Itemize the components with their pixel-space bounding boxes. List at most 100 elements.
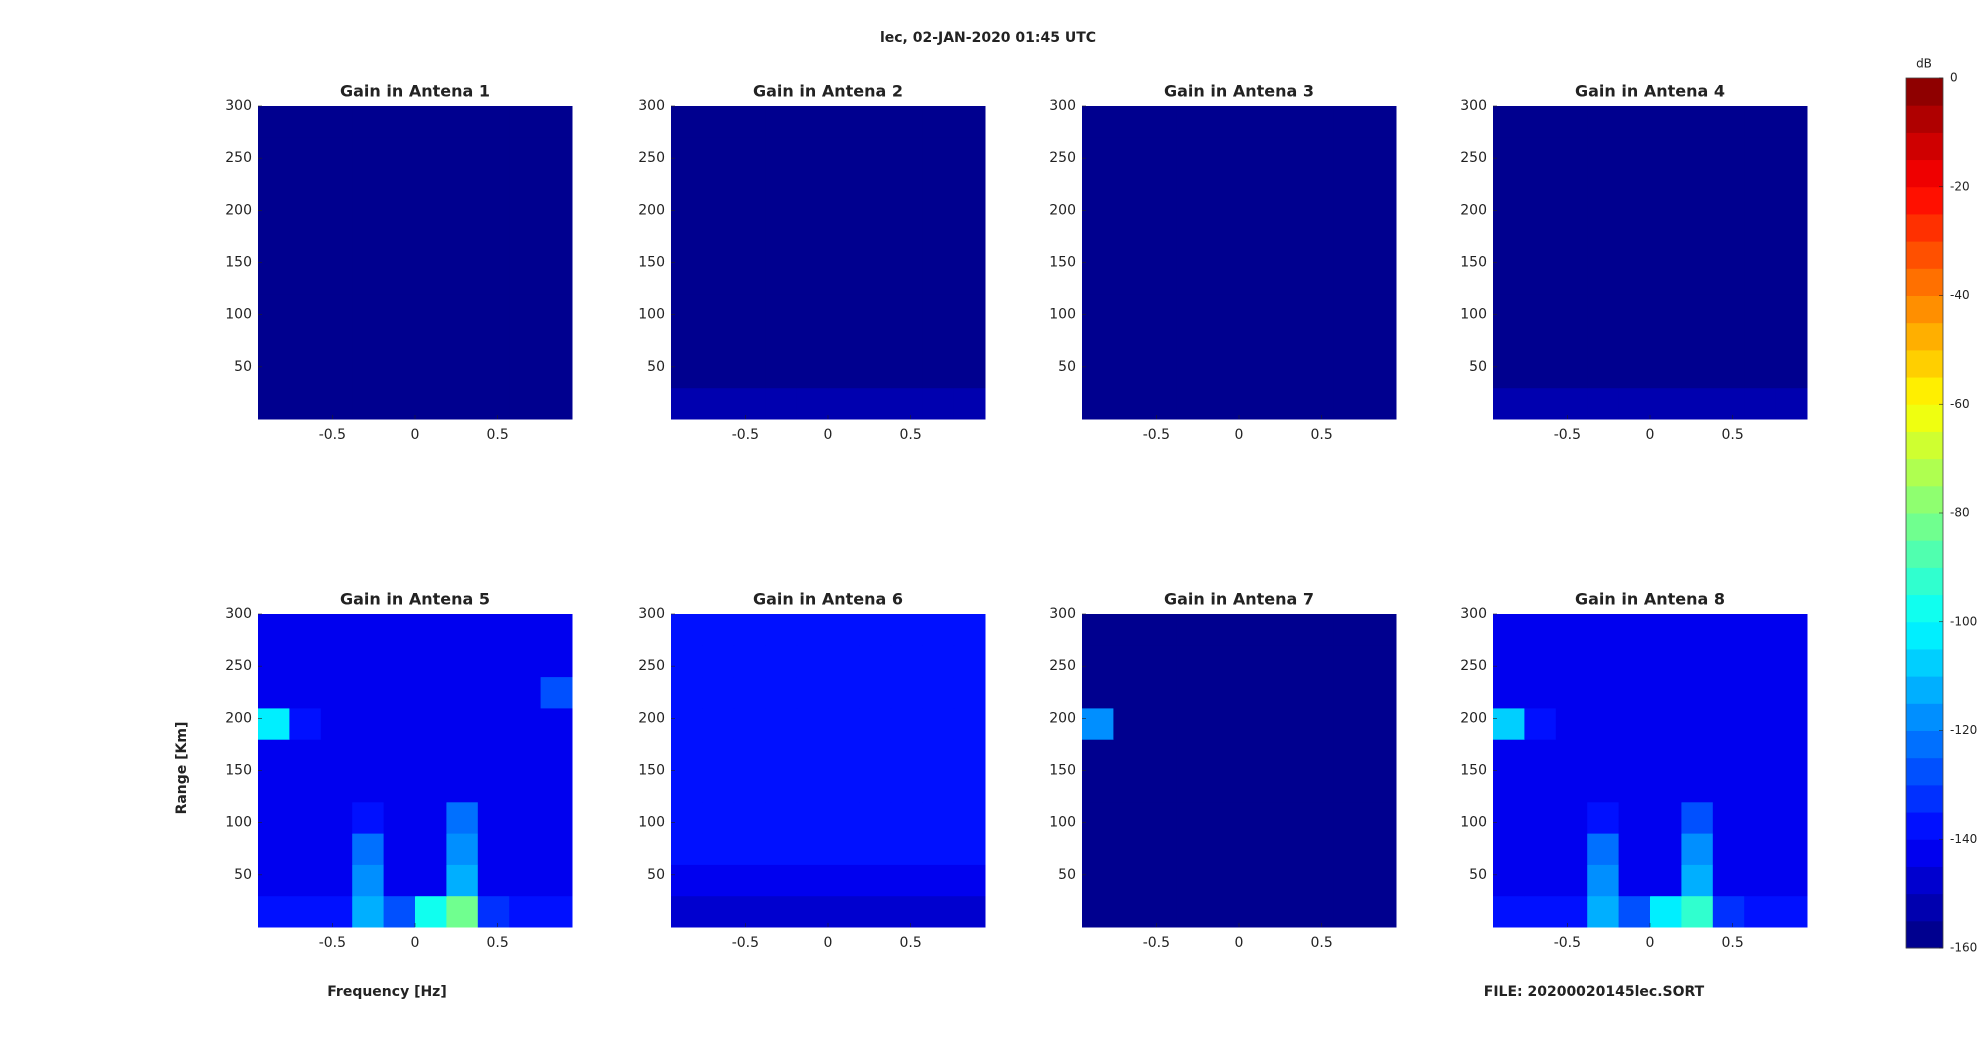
heatmap-cell <box>922 137 955 170</box>
heatmap-cell <box>859 864 892 897</box>
y-tick-label: 50 <box>647 867 665 883</box>
heatmap-cell <box>1176 833 1209 865</box>
y-tick-label: 250 <box>638 658 665 674</box>
heatmap-cell <box>671 168 703 201</box>
heatmap-cell <box>1555 864 1588 897</box>
heatmap-cell <box>446 168 479 201</box>
heatmap-cell <box>1113 262 1146 295</box>
heatmap-cell <box>258 356 290 389</box>
heatmap-cell <box>258 676 290 709</box>
heatmap-cell <box>1207 325 1240 357</box>
heatmap-cell <box>1364 106 1397 138</box>
heatmap-cell <box>1301 739 1334 771</box>
heatmap-cell <box>1524 325 1557 357</box>
heatmap-cell <box>446 199 479 232</box>
heatmap-cell <box>1176 614 1209 646</box>
heatmap-cell <box>1270 676 1303 709</box>
heatmap-cell <box>765 356 798 389</box>
heatmap-cell <box>1176 293 1209 326</box>
heatmap-cell <box>1301 293 1334 326</box>
heatmap-cell <box>1650 645 1682 678</box>
heatmap-cell <box>509 864 542 897</box>
heatmap-cell <box>1207 707 1240 740</box>
heatmap-cell <box>1333 801 1366 834</box>
heatmap-cell <box>1650 770 1682 803</box>
heatmap-cell <box>702 676 735 709</box>
heatmap-cell <box>446 833 479 865</box>
heatmap-cell <box>1239 137 1271 170</box>
heatmap-cell <box>289 168 322 201</box>
heatmap-cell <box>1493 106 1525 138</box>
heatmap-cell <box>352 325 385 357</box>
heatmap-cell <box>509 356 542 389</box>
colorbar-segment <box>1906 159 1943 188</box>
heatmap-cell <box>890 387 923 420</box>
heatmap-cell <box>320 137 353 170</box>
x-tick-label: -0.5 <box>1143 935 1170 951</box>
y-tick-label: 150 <box>1460 255 1487 271</box>
heatmap-cell <box>415 293 447 326</box>
heatmap-cell <box>1744 645 1777 678</box>
heatmap-cell <box>922 676 955 709</box>
y-tick-label: 200 <box>638 710 665 726</box>
heatmap-cell <box>352 739 385 771</box>
heatmap-cell <box>859 199 892 232</box>
heatmap-cell <box>1333 676 1366 709</box>
heatmap-cell <box>1587 137 1620 170</box>
heatmap-cell <box>1618 262 1651 295</box>
heatmap-cell <box>1239 231 1271 263</box>
heatmap-cell <box>1524 770 1557 803</box>
heatmap-cell <box>1176 707 1209 740</box>
heatmap-cell <box>1082 801 1114 834</box>
y-tick-label: 200 <box>1460 710 1487 726</box>
x-tick-label: -0.5 <box>319 935 346 951</box>
heatmap-cell <box>1493 325 1525 357</box>
heatmap-cell <box>1587 801 1620 834</box>
colorbar-segment <box>1906 295 1943 324</box>
colorbar-segment <box>1906 784 1943 813</box>
heatmap-cell <box>289 614 322 646</box>
colorbar-segment <box>1906 621 1943 650</box>
heatmap-cell <box>1650 707 1682 740</box>
heatmap-cell <box>1650 262 1682 295</box>
y-tick-label: 300 <box>638 606 665 622</box>
heatmap-cell <box>890 293 923 326</box>
heatmap-cell <box>953 895 986 928</box>
heatmap-cell <box>1207 770 1240 803</box>
heatmap-cell <box>1113 614 1146 646</box>
heatmap-cell <box>1744 739 1777 771</box>
y-tick-label: 100 <box>638 815 665 831</box>
heatmap-cell <box>1524 833 1557 865</box>
heatmap-cell <box>415 199 447 232</box>
heatmap-cell <box>1176 356 1209 389</box>
heatmap-cell <box>1364 168 1397 201</box>
heatmap-cell <box>702 199 735 232</box>
heatmap-cell <box>320 770 353 803</box>
heatmap-cell <box>1681 739 1714 771</box>
colorbar-segment <box>1906 213 1943 242</box>
heatmap-cell <box>702 801 735 834</box>
heatmap-cell <box>352 864 385 897</box>
heatmap-cell <box>1301 231 1334 263</box>
heatmap-cell <box>1618 676 1651 709</box>
heatmap-cell <box>1239 895 1271 928</box>
heatmap-cell <box>1144 106 1177 138</box>
heatmap-cell <box>1113 106 1146 138</box>
heatmap-cell <box>890 199 923 232</box>
heatmap-cell <box>383 137 416 170</box>
heatmap-cell <box>1333 137 1366 170</box>
heatmap-cell <box>922 707 955 740</box>
heatmap-cell <box>1207 356 1240 389</box>
heatmap-cell <box>383 293 416 326</box>
heatmap-cell <box>1712 707 1745 740</box>
heatmap-cell <box>1082 864 1114 897</box>
heatmap-cell <box>1744 231 1777 263</box>
heatmap-cell <box>1618 801 1651 834</box>
heatmap-cell <box>289 739 322 771</box>
heatmap-cell <box>383 645 416 678</box>
heatmap-cell <box>859 356 892 389</box>
heatmap-cell <box>765 325 798 357</box>
heatmap-cell <box>1144 325 1177 357</box>
heatmap-cell <box>733 106 766 138</box>
colorbar-segment <box>1906 866 1943 895</box>
